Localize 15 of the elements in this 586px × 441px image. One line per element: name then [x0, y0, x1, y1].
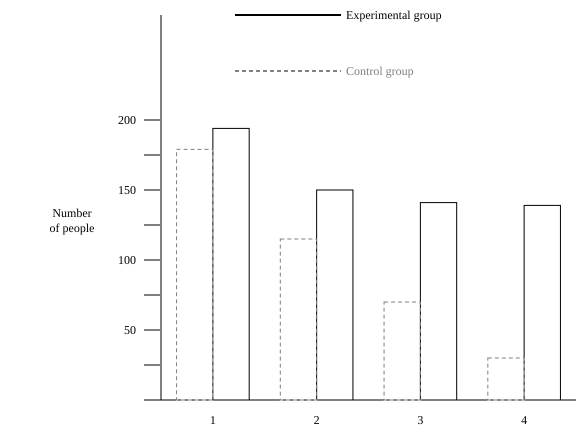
bar [176, 148, 214, 400]
bar [487, 358, 525, 400]
x-tick-label: 2 [314, 413, 320, 427]
y-tick-label: 100 [118, 253, 136, 268]
text: Experimental group [346, 8, 442, 22]
x-tick-label: 3 [417, 413, 424, 427]
text: Control group [346, 64, 414, 78]
bar [384, 302, 421, 400]
x-tick-label: 4 [521, 413, 528, 427]
y-tick-label: 150 [118, 183, 136, 198]
y-axis-title: Number of people [50, 206, 94, 235]
bar [280, 238, 318, 400]
y-tick-label: 50 [124, 323, 136, 338]
y-tick-label: 200 [118, 113, 136, 128]
x-tick-label: 1 [210, 413, 216, 427]
